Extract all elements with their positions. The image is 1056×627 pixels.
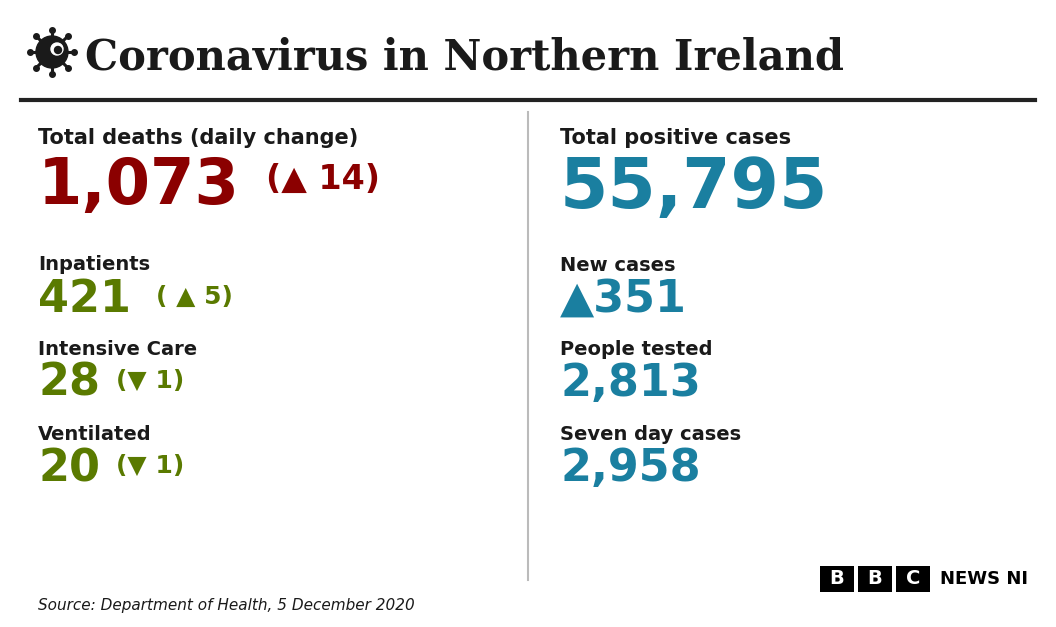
Text: Intensive Care: Intensive Care [38,340,197,359]
Text: Seven day cases: Seven day cases [560,425,741,444]
Text: 28: 28 [38,362,100,405]
Text: C: C [906,569,920,589]
Text: NEWS NI: NEWS NI [940,570,1027,588]
Circle shape [51,43,63,55]
Text: 2,813: 2,813 [560,362,701,405]
Circle shape [55,46,61,53]
Text: Source: Department of Health, 5 December 2020: Source: Department of Health, 5 December… [38,598,415,613]
Text: (▼ 1): (▼ 1) [116,454,184,478]
Text: (▲ 14): (▲ 14) [266,163,380,196]
Text: ▲351: ▲351 [560,278,687,321]
Text: 1,073: 1,073 [38,155,240,217]
Text: 2,958: 2,958 [560,447,700,490]
Text: (▼ 1): (▼ 1) [116,369,184,393]
Circle shape [36,36,68,68]
FancyBboxPatch shape [857,566,892,592]
Text: People tested: People tested [560,340,713,359]
Text: ( ▲ 5): ( ▲ 5) [156,285,233,309]
Text: Total positive cases: Total positive cases [560,128,791,148]
Text: 421: 421 [38,278,131,321]
Text: Inpatients: Inpatients [38,255,150,274]
Text: 55,795: 55,795 [560,155,828,222]
Text: Ventilated: Ventilated [38,425,152,444]
Text: New cases: New cases [560,256,676,275]
FancyBboxPatch shape [895,566,930,592]
Text: B: B [868,569,883,589]
Text: 20: 20 [38,447,100,490]
FancyBboxPatch shape [821,566,854,592]
Text: Total deaths (daily change): Total deaths (daily change) [38,128,358,148]
Text: B: B [830,569,845,589]
Text: Coronavirus in Northern Ireland: Coronavirus in Northern Ireland [84,37,844,79]
